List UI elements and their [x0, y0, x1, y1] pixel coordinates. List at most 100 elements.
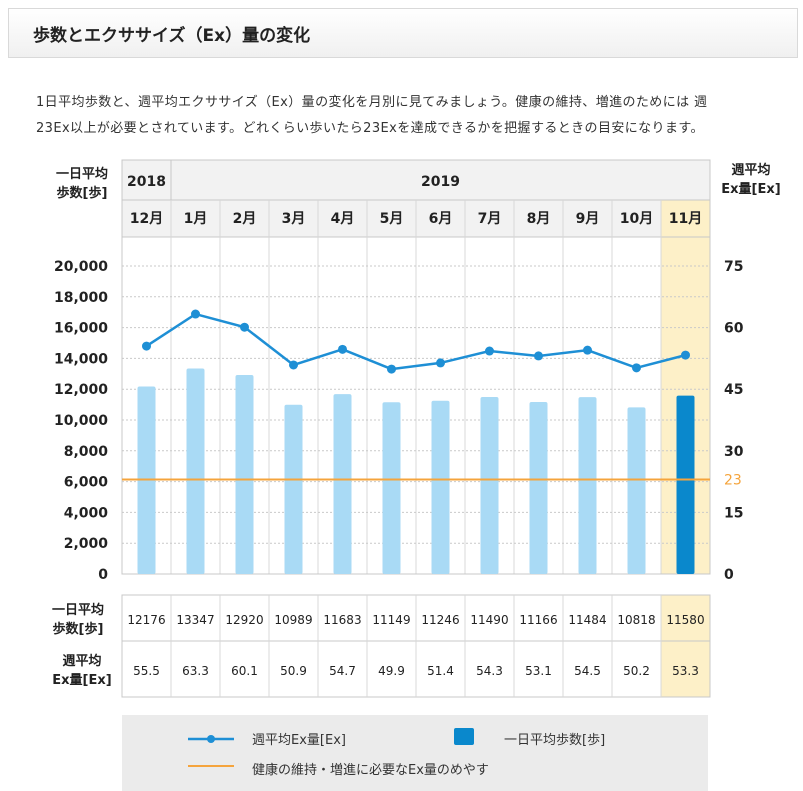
table-row-label: 一日平均: [52, 602, 104, 618]
legend-target-marker: [188, 765, 234, 767]
right-tick-label: 30: [724, 444, 744, 460]
ex-point: [289, 360, 298, 370]
plot-border: [121, 159, 711, 575]
ex-point: [632, 363, 641, 373]
table-steps-value: 11490: [470, 613, 508, 627]
table-row-label: 週平均: [62, 653, 101, 669]
table-steps-value: 11149: [372, 613, 410, 627]
steps-bar: [186, 368, 205, 574]
ex-point: [583, 345, 592, 355]
left-tick-label: 6,000: [64, 475, 109, 491]
steps-bar: [578, 397, 597, 574]
month-label: 7月: [478, 211, 502, 227]
table-ex-value: 54.7: [329, 664, 356, 678]
month-label: 1月: [184, 211, 208, 227]
steps-bar: [676, 395, 695, 574]
table-row-label: 歩数[歩]: [53, 621, 104, 637]
ex-point: [142, 341, 151, 351]
month-label: 11月: [669, 211, 702, 227]
description: 1日平均歩数と、週平均エクササイズ（Ex）量の変化を月別に見てみましょう。健康の…: [36, 90, 796, 142]
table-ex-value: 51.4: [427, 664, 454, 678]
legend-bar-marker: [454, 728, 474, 745]
year-label: 2019: [421, 174, 460, 190]
month-label: 4月: [331, 211, 355, 227]
table-ex-value: 50.2: [623, 664, 650, 678]
right-axis-title: Ex量[Ex]: [721, 182, 780, 197]
steps-bar: [529, 402, 548, 574]
target-tick-label: 23: [724, 473, 742, 489]
table-ex-value: 54.5: [574, 664, 601, 678]
ex-line: [145, 312, 686, 371]
table-steps-value: 11683: [323, 613, 361, 627]
left-tick-label: 18,000: [54, 290, 108, 306]
left-tick-label: 8,000: [64, 444, 109, 460]
ex-point: [387, 364, 396, 374]
left-tick-label: 12,000: [54, 382, 108, 398]
table-steps-value: 12176: [127, 613, 165, 627]
steps-bar: [627, 407, 646, 574]
table-ex-value: 55.5: [133, 664, 160, 678]
table-highlight: [661, 595, 710, 697]
table-steps-value: 10818: [617, 613, 655, 627]
left-axis-title: 歩数[歩]: [57, 185, 108, 201]
steps-bar: [480, 397, 499, 574]
ex-point: [485, 346, 494, 356]
ex-point: [338, 344, 347, 354]
table-steps-value: 10989: [274, 613, 312, 627]
left-tick-label: 0: [98, 567, 108, 583]
left-tick-label: 20,000: [54, 259, 108, 275]
steps-bar: [284, 404, 303, 574]
left-tick-label: 14,000: [54, 351, 108, 367]
steps-bar: [235, 375, 254, 574]
table-steps-value: 13347: [176, 613, 214, 627]
table-ex-value: 53.1: [525, 664, 552, 678]
right-tick-label: 0: [724, 567, 734, 583]
left-tick-label: 10,000: [54, 413, 108, 429]
legend-bar-label: 一日平均歩数[歩]: [504, 733, 606, 748]
description-line-2: 23Ex以上が必要とされています。どれくらい歩いたら23Exを達成できるかを把握…: [36, 121, 704, 136]
ex-point: [191, 309, 200, 319]
steps-bar: [333, 394, 352, 574]
month-label: 9月: [576, 211, 600, 227]
month-label: 5月: [380, 211, 404, 227]
table-steps-value: 11246: [421, 613, 459, 627]
ex-point: [534, 351, 543, 361]
month-label: 6月: [429, 211, 453, 227]
table-steps-value: 11166: [519, 613, 557, 627]
right-axis-title: 週平均: [731, 162, 770, 178]
steps-bar: [431, 400, 450, 574]
year-label: 2018: [127, 174, 166, 190]
table-ex-value: 60.1: [231, 664, 258, 678]
table-ex-value: 50.9: [280, 664, 307, 678]
legend-target-label: 健康の維持・増進に必要なEx量のめやす: [252, 763, 489, 778]
left-tick-label: 16,000: [54, 321, 108, 337]
chart-legend: 週平均Ex量[Ex] 一日平均歩数[歩] 健康の維持・増進に必要なEx量のめやす: [122, 715, 708, 791]
right-tick-label: 15: [724, 505, 743, 521]
table-ex-value: 54.3: [476, 664, 503, 678]
month-label: 2月: [233, 211, 257, 227]
table-ex-value: 49.9: [378, 664, 405, 678]
left-tick-label: 2,000: [64, 536, 109, 552]
section-title: 歩数とエクササイズ（Ex）量の変化: [33, 26, 311, 46]
table-ex-value: 63.3: [182, 664, 209, 678]
table-steps-value: 11484: [568, 613, 606, 627]
month-label: 8月: [527, 211, 551, 227]
steps-bar: [382, 402, 401, 574]
left-axis-title: 一日平均: [56, 166, 108, 182]
table-steps-value: 11580: [666, 613, 704, 627]
table-row-label: Ex量[Ex]: [52, 673, 111, 688]
month-label: 12月: [130, 211, 163, 227]
legend-line-label: 週平均Ex量[Ex]: [252, 733, 346, 748]
legend-line-marker: [188, 735, 234, 743]
left-tick-label: 4,000: [64, 505, 109, 521]
month-label: 10月: [620, 211, 653, 227]
description-line-1: 1日平均歩数と、週平均エクササイズ（Ex）量の変化を月別に見てみましょう。健康の…: [36, 95, 708, 110]
month-label: 3月: [282, 211, 306, 227]
right-tick-label: 45: [724, 382, 743, 398]
ex-point: [436, 358, 445, 368]
section-header: 歩数とエクササイズ（Ex）量の変化: [8, 8, 798, 58]
ex-point: [240, 322, 249, 332]
right-tick-label: 60: [724, 321, 744, 337]
ex-point: [681, 350, 690, 360]
